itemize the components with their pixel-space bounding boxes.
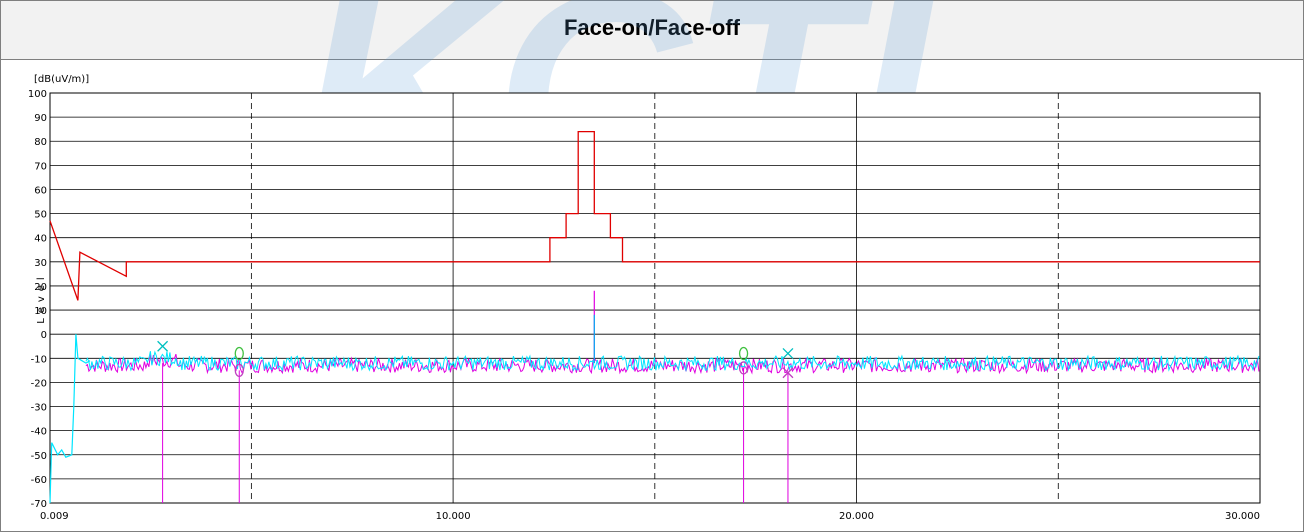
y-tick-label: 10	[34, 306, 47, 317]
y-tick-label: -20	[31, 378, 47, 389]
y-tick-label: 100	[28, 89, 47, 100]
y-tick-label: 70	[34, 161, 47, 172]
marker-x-5	[782, 348, 794, 359]
y-unit-label: [dB(uV/m)]	[34, 74, 89, 85]
y-tick-label: 50	[34, 210, 47, 221]
y-tick-label: 90	[34, 113, 47, 124]
chart-title: Face-on/Face-off	[563, 15, 741, 40]
low-frequency-trace	[49, 334, 91, 504]
marker-circle-1	[234, 346, 244, 361]
noise-trace-0	[85, 353, 1260, 375]
y-tick-label: 60	[34, 185, 47, 196]
y-tick-labels: 1009080706050403020100-10-20-30-40-50-60…	[28, 89, 47, 510]
limit-line-0	[49, 130, 1260, 301]
y-tick-label: 30	[34, 258, 47, 269]
y-tick-label: 0	[41, 330, 47, 341]
title-bar: Face-on/Face-off	[1, 1, 1303, 60]
y-tick-label: 80	[34, 137, 47, 148]
marker-circle-3	[738, 346, 749, 361]
y-tick-label: -50	[31, 451, 47, 462]
x-tick-label: 0.009	[40, 511, 69, 522]
noise-trace-1	[85, 350, 1260, 372]
y-tick-label: -60	[31, 475, 47, 486]
marker-circle-2	[234, 363, 244, 378]
x-tick-label: 10.000	[436, 511, 471, 522]
y-tick-label: 40	[34, 234, 47, 245]
marker-circle-4	[738, 361, 749, 375]
y-tick-label: -30	[31, 403, 47, 414]
marker-x-0	[157, 340, 169, 352]
markers-group	[157, 340, 794, 503]
y-tick-label: -40	[31, 427, 47, 438]
series-group	[49, 130, 1260, 504]
x-tick-labels: 0.009 10.000 20.000 30.000	[40, 511, 1260, 522]
grid	[49, 92, 1261, 504]
y-axis-label: Level	[36, 272, 47, 323]
marker-x-6	[782, 367, 794, 379]
x-tick-label: 20.000	[839, 511, 874, 522]
y-tick-label: -70	[31, 499, 47, 510]
y-tick-label: -10	[31, 354, 47, 365]
x-tick-label: 30.000	[1225, 511, 1260, 522]
y-tick-label: 20	[34, 282, 47, 293]
